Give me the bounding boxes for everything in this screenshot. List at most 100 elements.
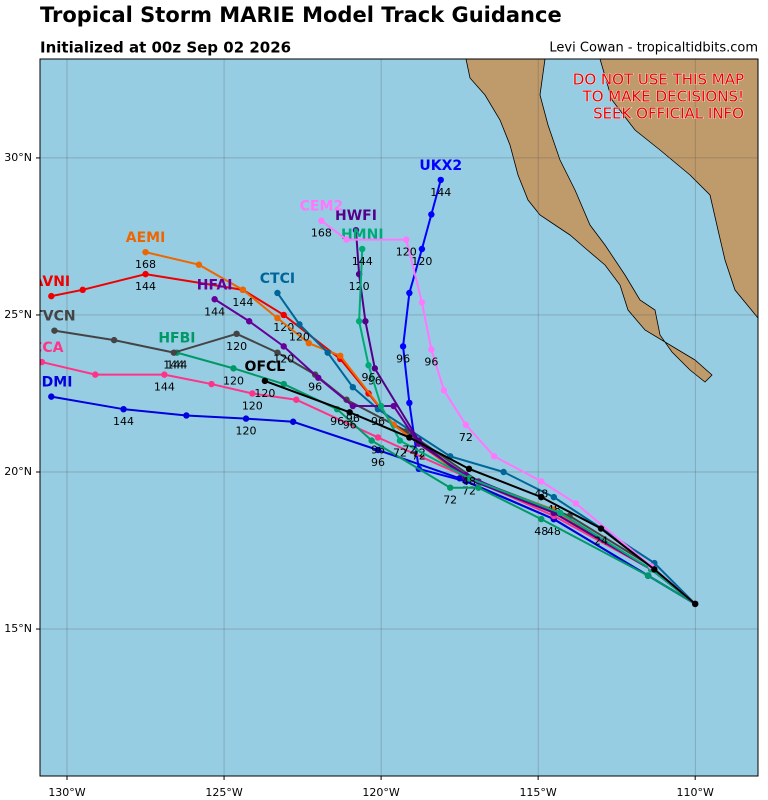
track-point bbox=[183, 412, 190, 419]
track-point bbox=[352, 226, 360, 234]
track-point bbox=[437, 176, 444, 184]
chart-subtitle: Initialized at 00z Sep 02 2026 bbox=[40, 39, 291, 57]
track-point bbox=[233, 330, 240, 338]
track-point bbox=[230, 365, 237, 372]
forecast-hour: 144 bbox=[154, 381, 175, 394]
forecast-hour: 120 bbox=[242, 399, 263, 412]
track-point bbox=[274, 349, 281, 356]
warning-line: SEEK OFFICIAL INFO bbox=[593, 105, 744, 123]
track-point bbox=[465, 465, 473, 473]
forecast-hour: 72 bbox=[459, 431, 473, 444]
forecast-hour: 120 bbox=[236, 425, 257, 438]
x-tick-label: 120°W bbox=[362, 786, 399, 799]
track-point bbox=[538, 515, 545, 523]
model-name: AEMI bbox=[126, 230, 166, 246]
track-point bbox=[79, 286, 86, 294]
credit: Levi Cowan - tropicaltidbits.com bbox=[549, 41, 758, 56]
track-point bbox=[48, 393, 55, 400]
track-point bbox=[110, 336, 118, 344]
warning-line: DO NOT USE THIS MAP bbox=[573, 71, 744, 89]
track-line bbox=[176, 351, 696, 605]
track-point bbox=[465, 475, 473, 482]
model-name: HCCA bbox=[20, 340, 63, 356]
track-point bbox=[343, 236, 350, 243]
track-point bbox=[349, 402, 357, 410]
model-name: HFBI bbox=[158, 331, 195, 347]
track-point bbox=[371, 365, 379, 372]
track-point bbox=[161, 371, 168, 378]
forecast-hour: 96 bbox=[308, 381, 322, 394]
track-point bbox=[289, 418, 297, 425]
track-point bbox=[490, 453, 498, 460]
chart-title: Tropical Storm MARIE Model Track Guidanc… bbox=[40, 3, 562, 27]
forecast-hour: 24 bbox=[594, 535, 608, 548]
y-tick-label: 25°N bbox=[4, 308, 32, 321]
track-point bbox=[315, 374, 322, 381]
forecast-hour: 144 bbox=[135, 280, 156, 293]
y-tick-label: 20°N bbox=[4, 465, 32, 478]
track-point bbox=[349, 383, 357, 391]
track-point bbox=[396, 437, 404, 444]
track-line bbox=[51, 395, 696, 605]
x-tick-label: 115°W bbox=[519, 786, 556, 799]
track: 24 48 72 96 120 OFCL bbox=[245, 359, 699, 608]
track-point bbox=[359, 245, 366, 253]
track-point bbox=[337, 352, 344, 359]
track-point bbox=[462, 421, 470, 429]
forecast-hour: 72 bbox=[402, 443, 416, 456]
track-point bbox=[538, 493, 545, 501]
forecast-hour: 144 bbox=[430, 186, 451, 199]
grid: 130°W 125°W 120°W 115°W 110°W 15°N 20°N 25°N 30°… bbox=[4, 59, 758, 799]
model-name: OFCL bbox=[245, 359, 286, 375]
track-point bbox=[274, 314, 281, 322]
model-name: CTCI bbox=[260, 271, 295, 287]
track-point bbox=[280, 311, 287, 319]
track-line bbox=[264, 379, 696, 605]
forecast-hour: 144 bbox=[232, 296, 253, 309]
track-point bbox=[280, 343, 287, 350]
track-point bbox=[368, 437, 375, 444]
forecast-hour: 72 bbox=[393, 447, 407, 460]
mainland-mexico bbox=[599, 59, 758, 319]
plot-frame bbox=[39, 58, 759, 777]
track-point bbox=[374, 434, 382, 441]
forecast-hour: 96 bbox=[343, 418, 357, 431]
forecast-hour: 120 bbox=[223, 374, 244, 387]
track-point bbox=[142, 270, 149, 278]
track-point bbox=[324, 349, 331, 356]
y-tick-label: 15°N bbox=[4, 622, 32, 635]
track-point bbox=[355, 318, 363, 325]
track-point bbox=[428, 211, 435, 218]
track-point bbox=[346, 409, 353, 416]
forecast-hour: 120 bbox=[273, 352, 294, 365]
track-point bbox=[399, 343, 407, 350]
track-point bbox=[403, 236, 410, 243]
track-point bbox=[390, 402, 397, 410]
track-point bbox=[475, 484, 482, 491]
forecast-hour: 168 bbox=[311, 227, 332, 240]
track-point bbox=[500, 468, 507, 476]
model-name: HFAI bbox=[197, 277, 233, 293]
forecast-hour: 120 bbox=[349, 280, 370, 293]
track-point bbox=[428, 346, 435, 353]
track-point bbox=[280, 380, 287, 388]
forecast-hour: 120 bbox=[289, 330, 310, 343]
track-point bbox=[48, 292, 55, 300]
track-point bbox=[406, 289, 413, 297]
track-line bbox=[320, 219, 696, 605]
track-point bbox=[691, 600, 699, 608]
track-point bbox=[239, 286, 247, 294]
track-point bbox=[40, 358, 46, 366]
forecast-hour: 120 bbox=[411, 255, 432, 268]
track-point bbox=[644, 572, 652, 579]
forecast-hour: 96 bbox=[396, 352, 410, 365]
track-point bbox=[211, 296, 218, 303]
track: 48 72 96 120 168 CEM2 bbox=[300, 199, 699, 608]
track-point bbox=[365, 362, 372, 369]
track-point bbox=[208, 380, 215, 388]
model-name: UKX2 bbox=[419, 158, 462, 174]
track-point bbox=[550, 493, 558, 501]
track-point bbox=[418, 245, 426, 253]
x-tick-label: 130°W bbox=[48, 786, 85, 799]
